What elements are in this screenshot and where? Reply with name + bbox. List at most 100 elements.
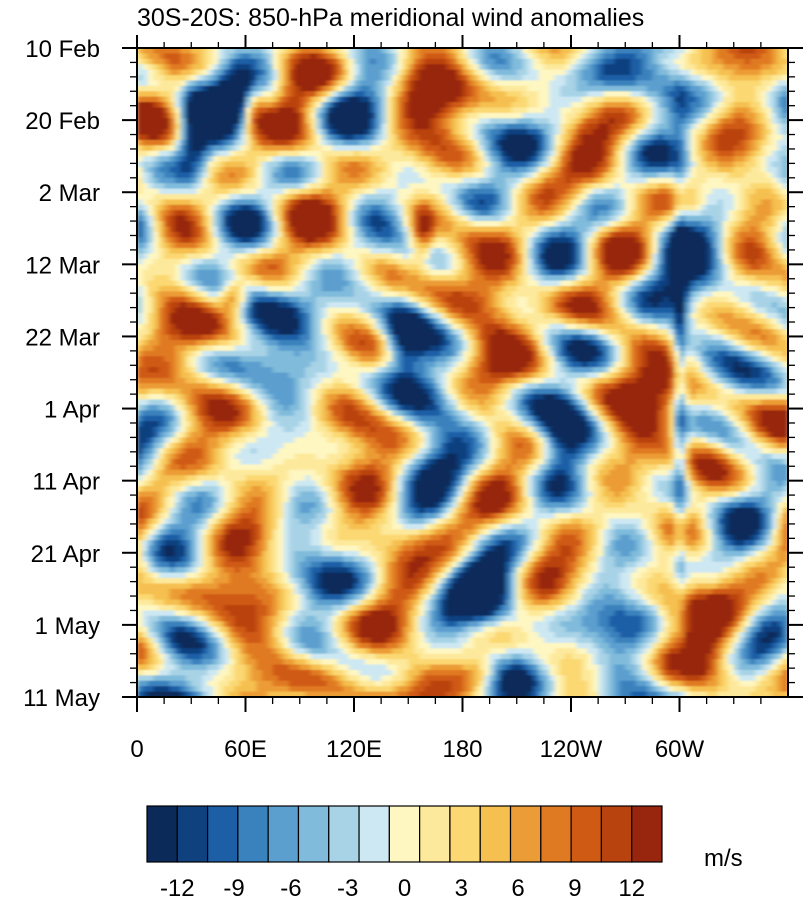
heatmap-cell	[782, 112, 788, 119]
heatmap-cell	[614, 53, 621, 60]
heatmap-cell	[565, 253, 572, 260]
heatmap-cell	[565, 237, 572, 244]
heatmap-cell	[391, 118, 399, 125]
heatmap-cell	[663, 194, 670, 201]
heatmap-cell	[782, 145, 788, 152]
heatmap-cell	[782, 166, 788, 173]
heatmap-cell	[750, 91, 757, 98]
heatmap-cell	[196, 183, 203, 190]
heatmap-cell	[343, 237, 350, 244]
heatmap-cell	[684, 237, 691, 244]
heatmap-cell	[196, 221, 203, 228]
heatmap-cell	[202, 172, 209, 179]
heatmap-cell	[565, 177, 572, 184]
heatmap-cell	[603, 118, 610, 125]
heatmap-cell	[207, 221, 214, 228]
heatmap-cell	[310, 242, 317, 249]
heatmap-cell	[576, 183, 583, 190]
heatmap-cell	[202, 150, 209, 157]
heatmap-cell	[500, 75, 507, 82]
heatmap-cell	[603, 134, 610, 141]
heatmap-cell	[142, 226, 149, 233]
heatmap-cell	[386, 177, 393, 184]
heatmap-cell	[684, 69, 691, 76]
heatmap-cell	[370, 210, 377, 217]
heatmap-cell	[549, 150, 556, 157]
heatmap-cell	[592, 145, 599, 152]
heatmap-cell	[288, 264, 295, 271]
heatmap-cell	[185, 204, 192, 211]
heatmap-cell	[543, 204, 550, 211]
heatmap-cell	[760, 231, 767, 238]
heatmap-cell	[316, 264, 323, 271]
heatmap-cell	[212, 194, 219, 201]
heatmap-cell	[153, 226, 160, 233]
heatmap-cell	[668, 177, 675, 184]
heatmap-cell	[354, 183, 361, 190]
heatmap-cell	[316, 150, 323, 157]
heatmap-cell	[337, 102, 344, 109]
heatmap-cell	[348, 199, 355, 206]
heatmap-cell	[674, 129, 681, 136]
heatmap-cell	[576, 53, 583, 60]
heatmap-cell	[750, 118, 757, 125]
heatmap-cell	[695, 123, 702, 130]
heatmap-cell	[316, 112, 323, 119]
heatmap-cell	[348, 139, 355, 146]
heatmap-cell	[413, 253, 420, 260]
heatmap-cell	[370, 194, 377, 201]
heatmap-cell	[630, 258, 637, 265]
heatmap-cell	[771, 188, 778, 195]
heatmap-cell	[267, 91, 274, 98]
heatmap-cell	[321, 80, 328, 87]
heatmap-cell	[722, 248, 729, 255]
heatmap-cell	[419, 75, 426, 82]
heatmap-cell	[147, 221, 154, 228]
heatmap-cell	[630, 177, 637, 184]
heatmap-cell	[381, 194, 388, 201]
heatmap-cell	[630, 102, 637, 109]
heatmap-cell	[310, 204, 317, 211]
heatmap-cell	[256, 161, 263, 168]
heatmap-cell	[554, 210, 561, 217]
heatmap-cell	[674, 183, 681, 190]
heatmap-cell	[354, 48, 361, 55]
heatmap-cell	[196, 258, 203, 265]
heatmap-cell	[370, 264, 377, 271]
heatmap-cell	[484, 204, 491, 211]
heatmap-cell	[668, 85, 675, 92]
heatmap-cell	[305, 231, 312, 238]
heatmap-cell	[755, 258, 762, 265]
heatmap-cell	[603, 177, 610, 184]
heatmap-cell	[229, 269, 236, 276]
heatmap-cell	[413, 269, 420, 276]
heatmap-cell	[657, 226, 664, 233]
heatmap-cell	[164, 264, 171, 271]
heatmap-cell	[267, 204, 274, 211]
heatmap-cell	[495, 156, 502, 163]
heatmap-cell	[375, 166, 382, 173]
heatmap-cell	[435, 183, 442, 190]
heatmap-cell	[576, 172, 583, 179]
heatmap-cell	[142, 242, 149, 249]
heatmap-cell	[164, 221, 171, 228]
heatmap-cell	[305, 248, 312, 255]
heatmap-cell	[196, 129, 203, 136]
heatmap-cell	[625, 177, 632, 184]
heatmap-cell	[142, 269, 149, 276]
heatmap-cell	[576, 129, 583, 136]
heatmap-cell	[467, 269, 474, 276]
heatmap-cell	[598, 107, 605, 114]
heatmap-cell	[576, 150, 583, 157]
heatmap-cell	[191, 231, 198, 238]
heatmap-cell	[543, 58, 550, 65]
heatmap-cell	[354, 118, 361, 125]
heatmap-cell	[674, 231, 681, 238]
heatmap-cell	[267, 150, 274, 157]
heatmap-cell	[565, 69, 572, 76]
heatmap-cell	[147, 96, 154, 103]
heatmap-cell	[288, 96, 295, 103]
heatmap-cell	[402, 226, 409, 233]
heatmap-cell	[169, 264, 176, 271]
heatmap-cell	[652, 102, 659, 109]
